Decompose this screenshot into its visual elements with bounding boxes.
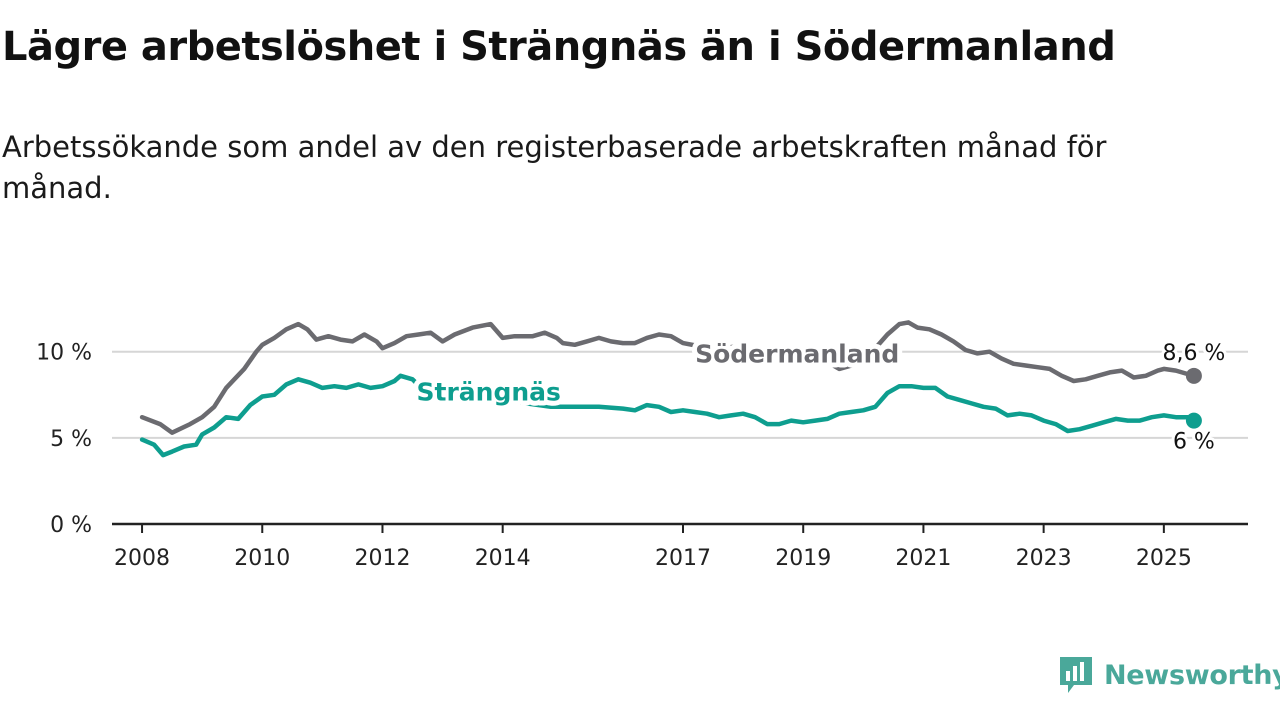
end-value-label: 8,6 %	[1162, 341, 1225, 366]
series-label-halo: Strängnäs	[417, 377, 561, 406]
end-point-marker	[1185, 367, 1202, 384]
newsworthy-logo: Newsworthy	[1058, 654, 1280, 696]
x-tick-label: 2023	[1016, 546, 1072, 571]
x-tick-label: 2019	[775, 546, 831, 571]
x-tick-label: 2012	[354, 546, 410, 571]
y-tick-label: 10 %	[36, 341, 92, 366]
series-line-strangnas	[139, 373, 1197, 458]
series-line-sodermanland	[139, 320, 1197, 435]
x-tick-label: 2014	[475, 546, 531, 571]
end-point-marker	[1185, 412, 1202, 429]
end-value-label-halo: 6 %	[1173, 430, 1215, 455]
y-tick-label: 0 %	[50, 513, 92, 538]
x-tick-label: 2021	[895, 546, 951, 571]
series-label: Strängnäs	[417, 377, 561, 406]
x-tick-label: 2008	[114, 546, 170, 571]
x-tick-label: 2025	[1136, 546, 1192, 571]
chart-title: Lägre arbetslöshet i Strängnäs än i Söde…	[2, 24, 1116, 70]
x-tick-label: 2017	[655, 546, 711, 571]
end-value-label-halo: 8,6 %	[1162, 341, 1225, 366]
chart-subtitle: Arbetssökande som andel av den registerb…	[2, 130, 1107, 205]
end-value-label: 6 %	[1173, 430, 1215, 455]
series-label-halo: Södermanland	[695, 339, 899, 368]
brand-name: Newsworthy	[1104, 659, 1280, 691]
y-tick-label: 5 %	[50, 427, 92, 452]
series-label: Södermanland	[695, 339, 899, 368]
chart-speech-bubble-icon	[1060, 657, 1092, 693]
x-tick-label: 2010	[234, 546, 290, 571]
